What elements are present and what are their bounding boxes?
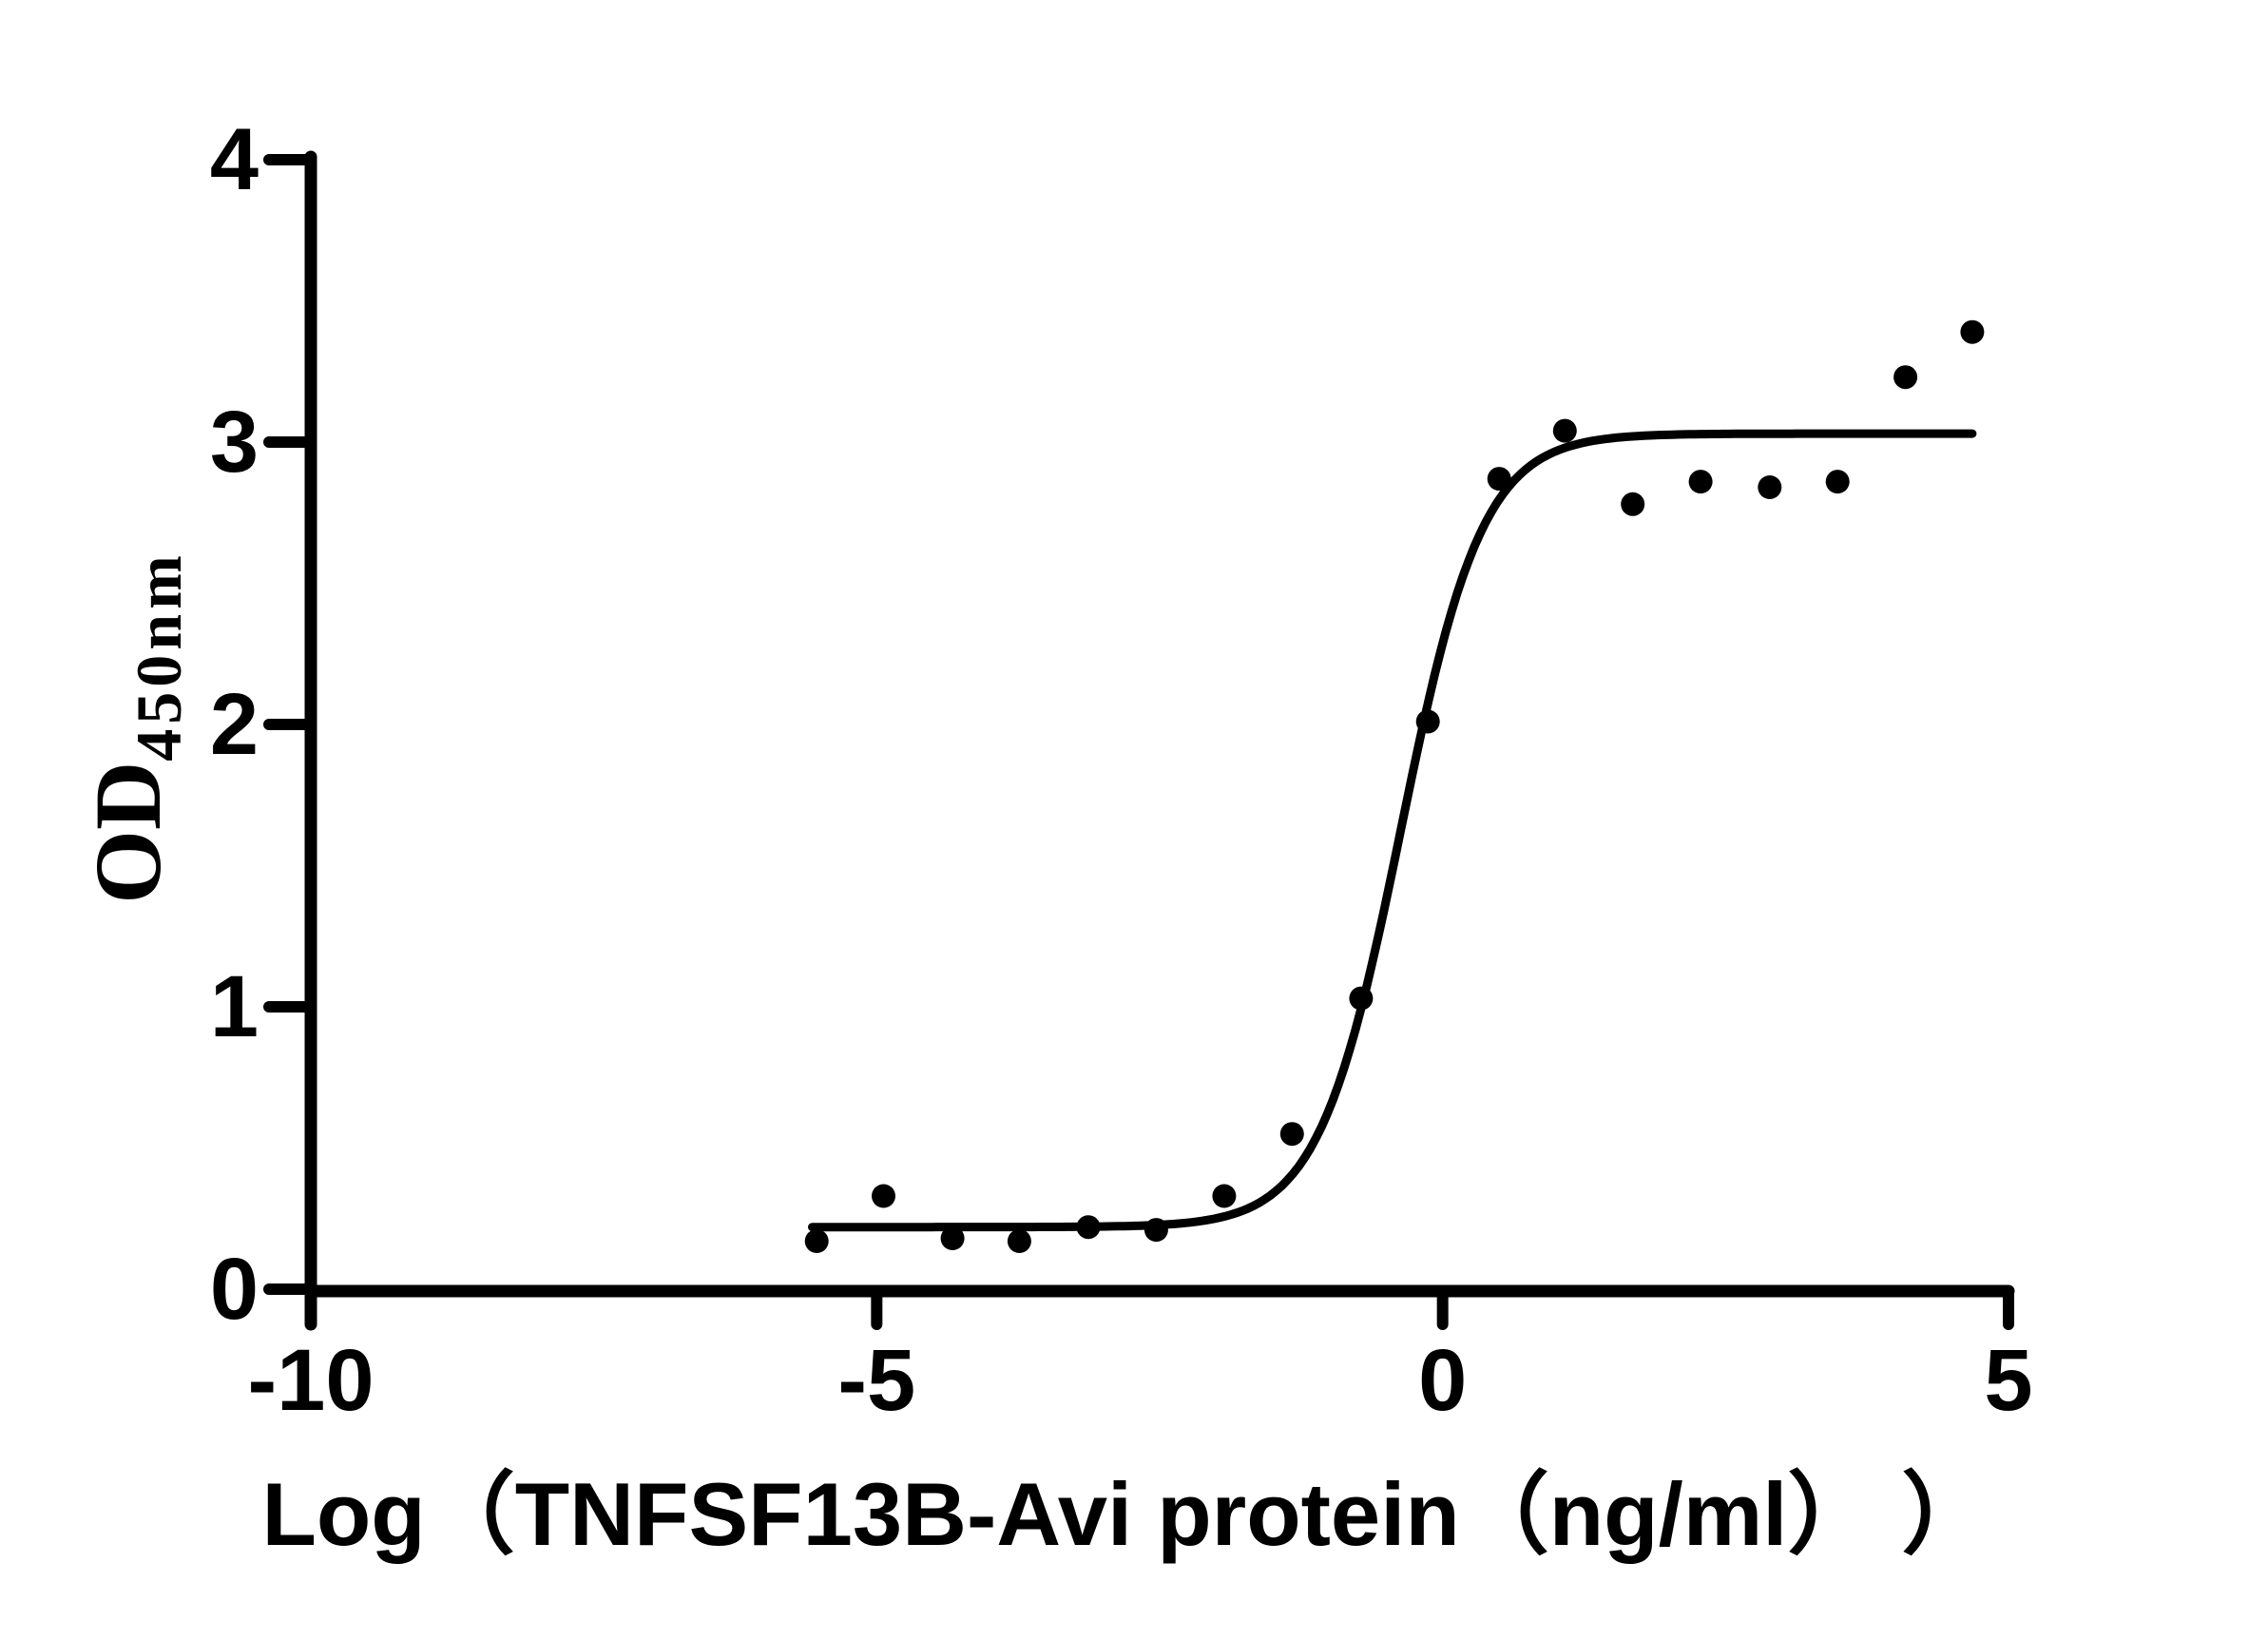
data-point bbox=[1487, 467, 1511, 492]
y-tick-label: 3 bbox=[209, 394, 259, 491]
data-point bbox=[1758, 475, 1782, 499]
data-point bbox=[940, 1226, 965, 1250]
data-point bbox=[1007, 1229, 1031, 1253]
data-point bbox=[1279, 1122, 1304, 1147]
y-axis-title-main: OD bbox=[75, 761, 181, 904]
y-axis-title: OD450nm bbox=[75, 550, 195, 903]
y-tick-label: 2 bbox=[209, 676, 259, 773]
data-point bbox=[1552, 418, 1577, 443]
data-point bbox=[1960, 319, 1985, 344]
y-tick-label: 1 bbox=[209, 958, 259, 1055]
x-tick-label: 5 bbox=[1984, 1332, 2033, 1429]
data-point bbox=[1893, 365, 1918, 390]
data-point bbox=[1415, 709, 1440, 734]
data-point bbox=[1212, 1184, 1237, 1208]
x-tick-label: -5 bbox=[837, 1332, 916, 1429]
data-point bbox=[1688, 470, 1713, 494]
data-point bbox=[804, 1229, 829, 1253]
y-axis-title-subscript: 450nm bbox=[123, 550, 195, 762]
data-point bbox=[1825, 470, 1850, 494]
x-tick-label: 0 bbox=[1418, 1332, 1468, 1429]
data-point bbox=[872, 1184, 895, 1208]
data-point bbox=[1621, 492, 1645, 516]
y-tick-label: 0 bbox=[209, 1241, 259, 1338]
x-axis-title: Log（TNFSF13B-Avi protein（ng/ml） ） bbox=[261, 1464, 1991, 1564]
data-point bbox=[1144, 1218, 1168, 1243]
fit-curve bbox=[808, 429, 1977, 1232]
data-point bbox=[1076, 1215, 1101, 1240]
x-tick-label: -10 bbox=[247, 1332, 375, 1429]
y-tick-label: 4 bbox=[209, 111, 259, 208]
data-point bbox=[1349, 986, 1374, 1011]
